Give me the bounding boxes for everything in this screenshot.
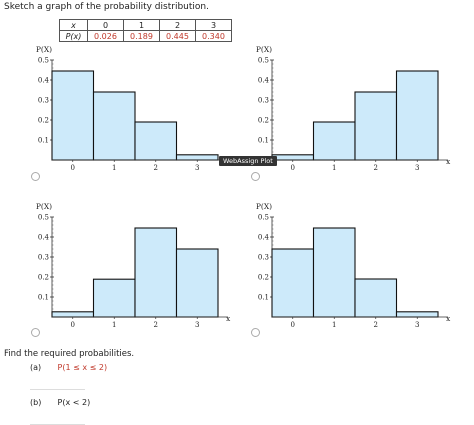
find-probabilities-text: Find the required probabilities. (4, 349, 135, 359)
p-value: 0.340 (195, 30, 232, 42)
x-tick-label: 0 (291, 164, 295, 172)
bar (271, 154, 315, 161)
p-value: 0.189 (123, 30, 160, 42)
x-tick-label: 1 (332, 164, 336, 172)
radio-option-a[interactable] (31, 172, 40, 181)
question-label: (a) (30, 363, 42, 372)
y-tick-label: 0.5 (258, 57, 269, 65)
question-b: (b) P(x < 2) (30, 398, 90, 407)
bar (312, 121, 356, 161)
x-value: 3 (195, 19, 232, 31)
y-tick-label: 0.1 (38, 294, 49, 302)
y-tick-label: 0.5 (38, 57, 49, 65)
bar (395, 70, 439, 161)
x-tick-label: 2 (374, 321, 378, 329)
distribution-table: x 0 1 2 3 P(x) 0.026 0.189 0.445 0.340 (59, 19, 232, 42)
graph-option-a: P(X) 0.1 0.2 0.3 0.4 0.5 0 1 2 3 (28, 44, 250, 180)
x-tick-label: 3 (195, 321, 199, 329)
chart-svg: P(X) 0.1 0.2 0.3 0.4 0.5 0 1 2 3 (36, 45, 228, 172)
x-axis-label: x (446, 157, 451, 166)
y-axis-label: P(X) (36, 45, 52, 54)
y-tick-label: 0.4 (258, 234, 270, 242)
y-tick-label: 0.4 (38, 234, 50, 242)
bar (134, 121, 178, 161)
graph-option-d: P(X) 0.1 0.2 0.3 0.4 0.5 0 1 2 3 x (248, 201, 470, 337)
bar (51, 70, 95, 161)
answer-field-a[interactable] (30, 375, 85, 390)
graph-option-b: P(X) 0.1 0.2 0.3 0.4 0.5 0 1 2 3 x (248, 44, 470, 180)
bar (92, 91, 136, 161)
question-label: (b) (30, 398, 42, 407)
x-value: 1 (123, 19, 160, 31)
x-tick-label: 2 (374, 164, 378, 172)
bar (92, 278, 136, 318)
webassign-plot-tooltip: WebAssign Plot (219, 156, 277, 166)
y-tick-label: 0.4 (38, 77, 50, 85)
bar (271, 248, 315, 318)
question-expression: P(x < 2) (57, 398, 91, 407)
question-a: (a) P(1 ≤ x ≤ 2) (30, 363, 107, 372)
y-tick-label: 0.5 (38, 214, 49, 222)
y-tick-label: 0.2 (258, 117, 269, 125)
x-tick-label: 3 (195, 164, 199, 172)
x-tick-label: 2 (154, 164, 158, 172)
graph-option-c: P(X) 0.1 0.2 0.3 0.4 0.5 0 1 2 3 x (28, 201, 250, 337)
p-value: 0.445 (159, 30, 196, 42)
y-tick-label: 0.2 (258, 274, 269, 282)
bar (354, 91, 398, 161)
x-header: x (59, 19, 88, 31)
x-tick-label: 0 (71, 321, 75, 329)
table-row: P(x) 0.026 0.189 0.445 0.340 (59, 30, 232, 42)
y-tick-label: 0.1 (38, 137, 49, 145)
bar (354, 278, 398, 318)
chart-svg: P(X) 0.1 0.2 0.3 0.4 0.5 0 1 2 3 x (36, 202, 231, 329)
radio-option-c[interactable] (31, 328, 40, 337)
x-tick-label: 1 (332, 321, 336, 329)
chart-svg: P(X) 0.1 0.2 0.3 0.4 0.5 0 1 2 3 x (256, 45, 451, 172)
p-header: P(x) (59, 30, 88, 42)
x-tick-label: 1 (112, 164, 116, 172)
x-value: 0 (87, 19, 124, 31)
x-axis-label: x (226, 314, 231, 323)
radio-option-b[interactable] (251, 172, 260, 181)
p-value: 0.026 (87, 30, 124, 42)
y-axis-label: P(X) (256, 45, 272, 54)
radio-option-d[interactable] (251, 328, 260, 337)
chart-svg: P(X) 0.1 0.2 0.3 0.4 0.5 0 1 2 3 x (256, 202, 451, 329)
y-tick-label: 0.2 (38, 274, 49, 282)
x-tick-label: 0 (291, 321, 295, 329)
y-tick-label: 0.2 (38, 117, 49, 125)
bar (175, 248, 219, 318)
x-tick-label: 3 (415, 321, 419, 329)
y-tick-label: 0.3 (38, 254, 49, 262)
bar (134, 227, 178, 318)
x-value: 2 (159, 19, 196, 31)
y-axis-label: P(X) (36, 202, 52, 211)
table-row: x 0 1 2 3 (59, 19, 232, 31)
y-tick-label: 0.3 (38, 97, 49, 105)
bar (312, 227, 356, 318)
question-expression: P(1 ≤ x ≤ 2) (57, 363, 108, 372)
x-tick-label: 0 (71, 164, 75, 172)
y-tick-label: 0.1 (258, 294, 269, 302)
bar (395, 311, 439, 318)
problem-prompt: Sketch a graph of the probability distri… (4, 2, 209, 12)
bar (175, 154, 219, 161)
y-tick-label: 0.1 (258, 137, 269, 145)
x-axis-label: x (446, 314, 451, 323)
answer-field-b[interactable] (30, 410, 85, 425)
y-axis-label: P(X) (256, 202, 272, 211)
x-tick-label: 1 (112, 321, 116, 329)
y-tick-label: 0.3 (258, 97, 269, 105)
x-tick-label: 3 (415, 164, 419, 172)
bar (51, 311, 95, 318)
y-tick-label: 0.5 (258, 214, 269, 222)
y-tick-label: 0.4 (258, 77, 270, 85)
y-tick-label: 0.3 (258, 254, 269, 262)
x-tick-label: 2 (154, 321, 158, 329)
